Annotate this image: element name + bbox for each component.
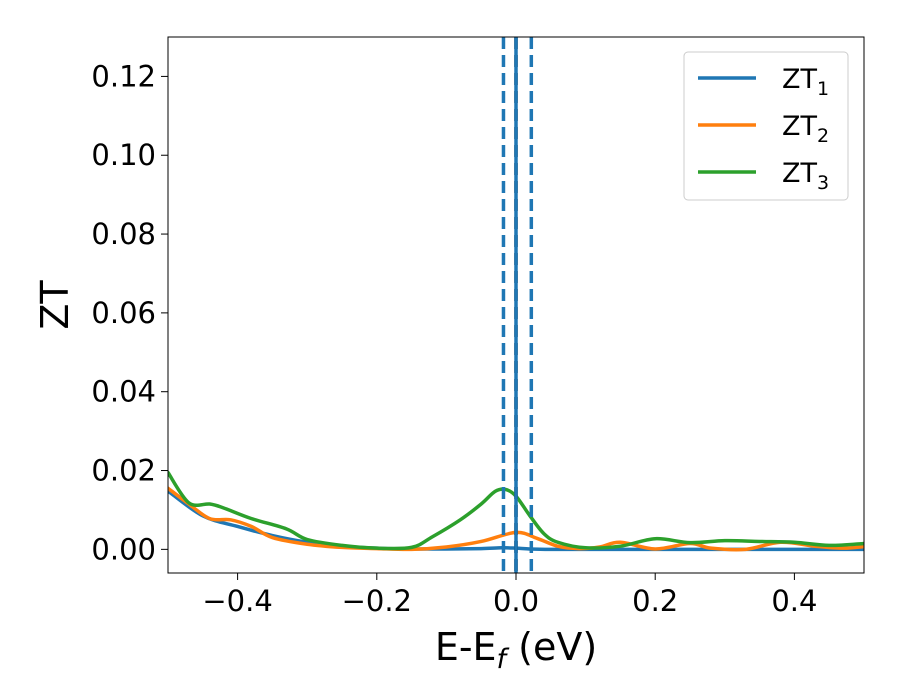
- legend-label-zt1: ZT1: [782, 64, 829, 100]
- y-tick-label: 0.10: [91, 138, 156, 172]
- legend-label-zt3: ZT3: [782, 158, 829, 194]
- series-line-zt3: [168, 470, 864, 551]
- series-layer: [168, 470, 864, 552]
- y-tick-label: 0.08: [91, 217, 156, 251]
- y-axis-label: ZT: [33, 280, 77, 330]
- x-tick-label: 0.2: [632, 584, 678, 618]
- y-tick-label: 0.06: [91, 296, 156, 330]
- x-axis-label-base: E-E: [435, 625, 497, 669]
- y-tick-label: 0.00: [91, 532, 156, 566]
- x-tick-label: 0.4: [771, 584, 817, 618]
- y-tick-label: 0.02: [91, 454, 156, 488]
- series-line-zt2: [168, 486, 864, 552]
- reference-lines: [501, 37, 534, 573]
- tick-layer: −0.4 −0.2 0.0 0.2 0.4 0.00 0.02 0.04 0.06 0.08 0.1…: [91, 59, 817, 618]
- y-tick-label: 0.04: [91, 375, 156, 409]
- legend-box: [683, 51, 849, 201]
- x-tick-label: 0.0: [493, 584, 539, 618]
- legend-label-zt2: ZT2: [782, 111, 829, 147]
- y-tick-label: 0.12: [91, 59, 156, 93]
- legend: ZT1 ZT2 ZT3: [683, 51, 849, 201]
- x-axis-label: E-Ef (eV): [435, 625, 597, 675]
- x-axis-label-unit: (eV): [506, 625, 597, 669]
- x-tick-label: −0.2: [342, 584, 412, 618]
- x-tick-label: −0.4: [202, 584, 272, 618]
